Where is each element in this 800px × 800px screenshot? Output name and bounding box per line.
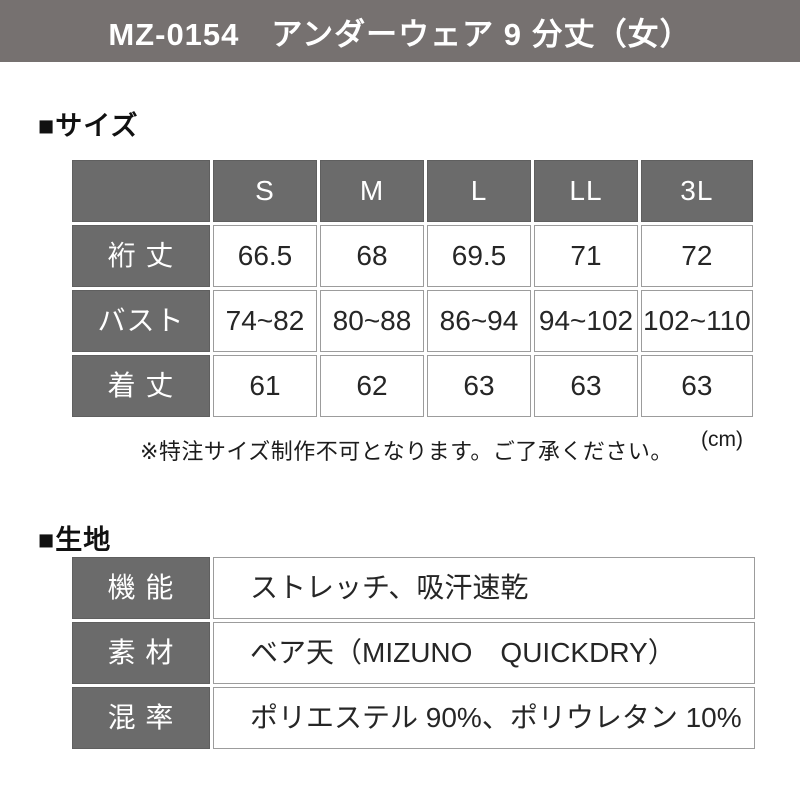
size-table: S M L LL 3L 裄 丈 66.5 68 69.5 71 72 バスト 7… [69, 157, 756, 420]
size-table-corner-cell [72, 160, 210, 222]
size-cell: 63 [427, 355, 531, 417]
table-row-function: 機 能 ストレッチ、吸汗速乾 [72, 557, 755, 619]
size-cell: 94~102 [534, 290, 638, 352]
size-cell: 86~94 [427, 290, 531, 352]
product-title-bar: MZ-0154 アンダーウェア 9 分丈（女） [0, 0, 800, 62]
size-col-header-s: S [213, 160, 317, 222]
row-label-body-length: 着 丈 [72, 355, 210, 417]
size-cell: 61 [213, 355, 317, 417]
row-label-function: 機 能 [72, 557, 210, 619]
size-cell: 68 [320, 225, 424, 287]
row-label-material: 素 材 [72, 622, 210, 684]
size-cell: 80~88 [320, 290, 424, 352]
row-label-blend-ratio: 混 率 [72, 687, 210, 749]
size-cell: 62 [320, 355, 424, 417]
table-row-material: 素 材 ベア天（MIZUNO QUICKDRY） [72, 622, 755, 684]
table-row-bust: バスト 74~82 80~88 86~94 94~102 102~110 [72, 290, 753, 352]
size-section-heading: ■サイズ [38, 111, 139, 141]
row-label-sleeve-length: 裄 丈 [72, 225, 210, 287]
size-cell: 66.5 [213, 225, 317, 287]
size-header-row: S M L LL 3L [72, 160, 753, 222]
unit-cm-label: (cm) [701, 428, 743, 451]
fabric-value-blend-ratio: ポリエステル 90%、ポリウレタン 10% [213, 687, 755, 749]
size-cell: 63 [641, 355, 753, 417]
fabric-section-heading: ■生地 [38, 525, 112, 555]
table-row-sleeve-length: 裄 丈 66.5 68 69.5 71 72 [72, 225, 753, 287]
size-col-header-m: M [320, 160, 424, 222]
fabric-table: 機 能 ストレッチ、吸汗速乾 素 材 ベア天（MIZUNO QUICKDRY） … [69, 554, 758, 752]
size-cell: 69.5 [427, 225, 531, 287]
size-cell: 102~110 [641, 290, 753, 352]
row-label-bust: バスト [72, 290, 210, 352]
size-col-header-ll: LL [534, 160, 638, 222]
table-row-body-length: 着 丈 61 62 63 63 63 [72, 355, 753, 417]
size-col-header-3l: 3L [641, 160, 753, 222]
table-row-blend-ratio: 混 率 ポリエステル 90%、ポリウレタン 10% [72, 687, 755, 749]
custom-size-note: ※特注サイズ制作不可となります。ご了承ください。 [140, 439, 673, 464]
fabric-value-function: ストレッチ、吸汗速乾 [213, 557, 755, 619]
size-cell: 72 [641, 225, 753, 287]
size-cell: 74~82 [213, 290, 317, 352]
size-cell: 71 [534, 225, 638, 287]
size-col-header-l: L [427, 160, 531, 222]
fabric-value-material: ベア天（MIZUNO QUICKDRY） [213, 622, 755, 684]
size-cell: 63 [534, 355, 638, 417]
product-title: MZ-0154 アンダーウェア 9 分丈（女） [108, 16, 692, 52]
